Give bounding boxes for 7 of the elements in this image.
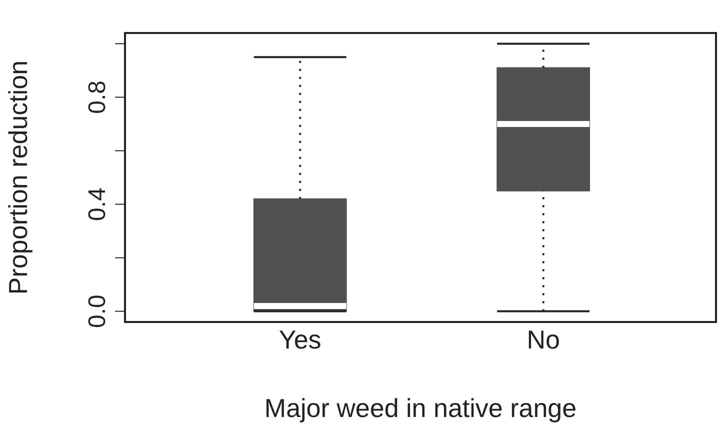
x-tick-label: No xyxy=(526,324,560,354)
y-tick-label: 0.0 xyxy=(84,294,111,328)
y-tick-label: 0.8 xyxy=(84,80,111,114)
y-axis-title: Proportion reduction xyxy=(3,60,34,295)
y-tick-label: 0.4 xyxy=(84,188,111,221)
x-axis-title: Major weed in native range xyxy=(264,393,577,423)
x-tick-label: Yes xyxy=(278,324,322,354)
